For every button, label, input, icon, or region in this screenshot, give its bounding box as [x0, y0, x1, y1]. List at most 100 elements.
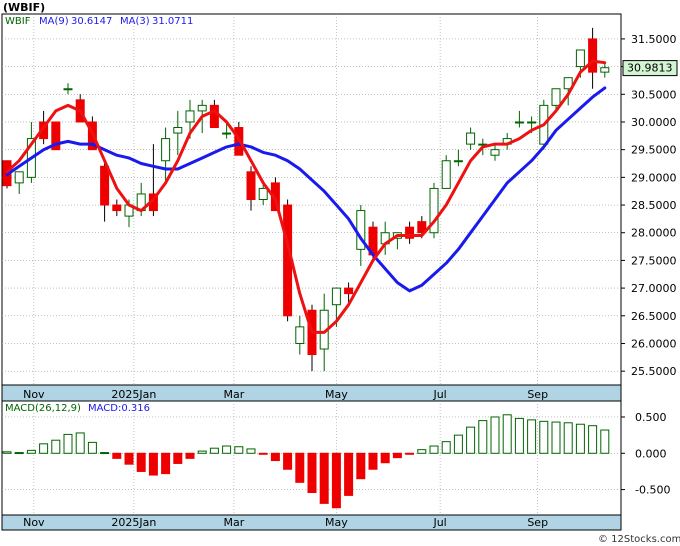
macd-bar-negative: [124, 452, 134, 465]
macd-bar-negative: [356, 452, 366, 480]
macd-bar-positive: [100, 452, 110, 455]
macd-bar-positive: [588, 425, 598, 454]
legend-symbol: WBIF: [5, 16, 31, 27]
macd-bar-positive: [466, 426, 476, 454]
macd-panel: -0.500 0.000 0.500 MACD(26,12,9) MACD:0.31…: [1, 400, 670, 516]
macd-bar-positive: [51, 439, 61, 454]
price-candle: [551, 88, 561, 111]
price-x-tick-label: Jul: [432, 388, 446, 401]
macd-bar-negative: [258, 452, 268, 455]
copyright-notice: © 12Stocks.com: [598, 534, 680, 545]
price-candle-body: [112, 204, 122, 212]
macd-bar-positive: [222, 445, 232, 454]
macd-bar-positive: [563, 422, 573, 454]
macd-bar-positive: [234, 446, 244, 454]
macd-x-tick-label: Jul: [432, 516, 446, 529]
macd-bar-positive: [502, 414, 512, 454]
price-candle: [14, 171, 24, 194]
macd-bar-positive: [87, 441, 97, 454]
price-candle: [173, 110, 183, 156]
price-moving-averages: [5, 59, 607, 334]
price-y-tick-label: 27.0000: [631, 282, 677, 295]
price-candle-body: [466, 132, 476, 145]
macd-legend-value: MACD:0.316: [88, 403, 150, 414]
price-candle: [588, 27, 598, 89]
price-candles: [2, 27, 610, 372]
macd-x-tick-label: Sep: [527, 516, 548, 529]
macd-bar-positive: [39, 443, 49, 454]
macd-x-axis-band: [1, 514, 622, 531]
macd-x-tick-label: 2025Jan: [111, 516, 156, 529]
price-y-tick-label: 29.5000: [631, 144, 677, 157]
price-candle-body: [331, 287, 341, 306]
price-candle: [246, 166, 256, 211]
macd-bar-positive: [63, 433, 73, 454]
price-candle-body: [453, 160, 463, 163]
price-candle: [258, 182, 268, 206]
price-y-tick-label: 28.5000: [631, 199, 677, 212]
price-candle-body: [270, 182, 280, 212]
price-candle-body: [344, 287, 354, 295]
macd-bar-positive: [514, 417, 524, 454]
price-candle-body: [551, 88, 561, 106]
price-y-tick-label: 31.5000: [631, 33, 677, 46]
price-x-tick-label: Nov: [23, 388, 45, 401]
macd-bar-negative: [344, 452, 354, 496]
macd-bar-negative: [270, 452, 280, 462]
macd-y-tick-label: 0.500: [635, 411, 667, 424]
macd-bar-positive: [551, 421, 561, 454]
price-candle-body: [51, 121, 61, 151]
price-candle-body: [185, 110, 195, 123]
price-candle-body: [295, 326, 305, 344]
last-price-tag: 30.9813: [622, 60, 678, 77]
price-candle: [344, 282, 354, 305]
macd-bar-positive: [429, 445, 439, 454]
macd-bar-positive: [14, 452, 24, 455]
price-candle-body: [429, 187, 439, 234]
price-y-tick-label: 26.5000: [631, 310, 677, 323]
price-candle-body: [527, 121, 537, 124]
macd-x-tick-label: Mar: [224, 516, 245, 529]
macd-bar-negative: [295, 452, 305, 483]
macd-histogram: [2, 414, 610, 509]
price-candle-body: [161, 138, 171, 162]
price-x-tick-label: Sep: [527, 388, 548, 401]
price-candle-body: [600, 67, 610, 73]
macd-y-axis: -0.500 0.000 0.500: [621, 411, 670, 497]
macd-bar-negative: [392, 452, 402, 459]
price-candle: [100, 160, 110, 222]
macd-bar-positive: [246, 448, 256, 454]
price-y-tick-label: 25.5000: [631, 365, 677, 378]
macd-bar-positive: [539, 420, 549, 454]
price-candle-body: [100, 165, 110, 206]
price-candle-body: [258, 187, 268, 200]
macd-bar-negative: [173, 452, 183, 464]
price-candle-body: [222, 132, 232, 135]
macd-y-tick-label: -0.500: [635, 484, 670, 497]
macd-bar-positive: [417, 449, 427, 454]
macd-bar-positive: [600, 429, 610, 454]
price-x-axis: Nov 2025Jan Mar May Jul Sep: [23, 388, 548, 401]
price-legend: WBIF MA(9) 30.6147 MA(3) 31.0711: [5, 16, 193, 27]
price-y-tick-label: 30.0000: [631, 116, 677, 129]
last-price-box: [622, 60, 678, 77]
macd-bar-negative: [380, 452, 390, 464]
macd-bar-positive: [197, 450, 207, 454]
price-candle: [514, 110, 524, 128]
legend-ma3-value: 31.0711: [152, 16, 193, 27]
macd-y-tick-label: 0.000: [635, 447, 667, 460]
macd-bar-positive: [2, 451, 12, 454]
macd-bar-negative: [136, 452, 146, 472]
macd-bar-positive: [453, 434, 463, 454]
price-candle-body: [63, 88, 73, 91]
price-candle: [429, 182, 439, 239]
price-x-tick-label: 2025Jan: [111, 388, 156, 401]
price-candle-body: [588, 38, 598, 73]
macd-bar-positive: [478, 420, 488, 454]
price-candle: [222, 121, 232, 139]
macd-bar-positive: [441, 441, 451, 454]
price-candle: [295, 315, 305, 355]
price-candle-body: [39, 121, 49, 140]
macd-bar-positive: [527, 419, 537, 454]
